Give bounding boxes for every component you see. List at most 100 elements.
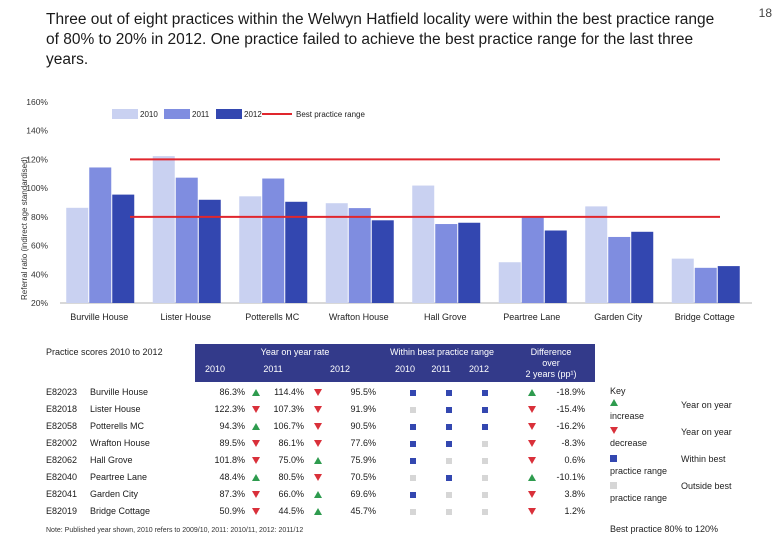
down-arrow-icon [252, 440, 260, 447]
rate-2012: 69.6% [350, 489, 376, 499]
practice-code: E82023 [46, 387, 78, 397]
key-within-label: Within best [681, 454, 726, 464]
y-tick-label: 100% [26, 183, 48, 193]
table-caption: Practice scores 2010 to 2012 [46, 347, 163, 357]
practice-code: E82040 [46, 472, 78, 482]
difference-2yr: -16.2% [556, 421, 585, 431]
outside-range-square-icon [410, 407, 416, 413]
outside-range-square-icon [482, 509, 488, 515]
x-tick-label: Potterells MC [245, 312, 300, 322]
table-row: E82041 Garden City 87.3% 66.0% 69.6% 3.8% [46, 487, 606, 504]
header-within-2012: 2012 [468, 364, 490, 374]
rate-2011: 75.0% [278, 455, 304, 465]
down-arrow-icon [528, 491, 536, 498]
y-tick-label: 160% [26, 97, 48, 107]
outside-range-square-icon [482, 458, 488, 464]
practice-name: Lister House [90, 404, 141, 414]
up-arrow-icon [252, 389, 260, 396]
header-within-2011: 2011 [431, 364, 451, 374]
rate-2010: 101.8% [214, 455, 245, 465]
within-range-square-icon [410, 492, 416, 498]
table-row: E82018 Lister House 122.3% 107.3% 91.9% -15.4… [46, 402, 606, 419]
rate-2012: 45.7% [350, 506, 376, 516]
bar-2012 [544, 230, 567, 303]
rate-2012: 91.9% [350, 404, 376, 414]
within-range-square-icon [446, 475, 452, 481]
outside-range-square-icon [410, 475, 416, 481]
table-row: E82023 Burville House 86.3% 114.4% 95.5% -18.… [46, 385, 606, 402]
down-arrow-icon [252, 491, 260, 498]
referral-ratio-chart: 160% 140% 120% 100% 80% 60% 40% 20% Burville Hou… [26, 97, 752, 322]
bar-2011 [435, 224, 458, 303]
within-range-square-icon [482, 424, 488, 430]
outside-range-square-icon [446, 492, 452, 498]
within-range-square-icon [446, 441, 452, 447]
y-tick-label: 140% [26, 126, 48, 136]
down-arrow-icon [314, 440, 322, 447]
bar-2011 [348, 208, 371, 303]
table-row: E82019 Bridge Cottage 50.9% 44.5% 45.7% 1.2% [46, 504, 606, 521]
rate-2011: 80.5% [278, 472, 304, 482]
up-arrow-icon [314, 491, 322, 498]
bar-2010 [671, 258, 694, 303]
key-outside-label-2: practice range [610, 493, 668, 503]
practice-name: Potterells MC [90, 421, 145, 431]
outside-range-square-icon [482, 441, 488, 447]
y-tick-label: 40% [31, 269, 48, 279]
y-tick-label: 60% [31, 241, 48, 251]
legend-swatch-2012 [216, 109, 242, 119]
bar-2011 [608, 236, 631, 303]
within-range-square-icon [410, 441, 416, 447]
table-row: E82062 Hall Grove 101.8% 75.0% 75.9% 0.6% [46, 453, 606, 470]
legend-label-2012: 2012 [244, 110, 262, 119]
within-range-square-icon [446, 390, 452, 396]
bar-2012 [458, 222, 481, 303]
bar-2010 [66, 207, 89, 303]
x-tick-label: Peartree Lane [503, 312, 560, 322]
x-tick-label: Garden City [594, 312, 643, 322]
key-down-arrow-icon [610, 427, 618, 434]
table-row: E82058 Potterells MC 94.3% 106.7% 90.5% -16.2… [46, 419, 606, 436]
rate-2012: 75.9% [350, 455, 376, 465]
rate-2012: 90.5% [350, 421, 376, 431]
bar-2011 [521, 216, 544, 303]
key-increase-label: increase [610, 411, 645, 421]
down-arrow-icon [314, 406, 322, 413]
header-difference-line2: over [542, 358, 560, 368]
within-range-square-icon [482, 390, 488, 396]
practice-name: Hall Grove [90, 455, 133, 465]
header-within-2010: 2010 [394, 364, 416, 374]
page-number: 18 [758, 6, 772, 20]
legend-swatch-2010 [112, 109, 138, 119]
y-tick-label: 120% [26, 154, 48, 164]
rate-2012: 70.5% [350, 472, 376, 482]
difference-2yr: -15.4% [556, 404, 585, 414]
footnote: Note: Published year shown, 2010 refers … [46, 527, 304, 534]
y-tick-label: 20% [31, 298, 48, 308]
practice-name: Garden City [90, 489, 139, 499]
y-tick-label: 80% [31, 212, 48, 222]
page-title: Three out of eight practices within the … [46, 11, 715, 68]
rate-2010: 50.9% [219, 506, 245, 516]
x-tick-label: Burville House [70, 312, 128, 322]
key-within-square-icon [610, 455, 617, 462]
within-range-square-icon [482, 407, 488, 413]
difference-2yr: 1.2% [564, 506, 585, 516]
bar-2010 [325, 203, 348, 303]
header-within-range: Within best practice range [389, 347, 495, 357]
difference-2yr: -10.1% [556, 472, 585, 482]
down-arrow-icon [252, 508, 260, 515]
practice-code: E82019 [46, 506, 78, 516]
rate-2011: 66.0% [278, 489, 304, 499]
bar-2011 [694, 267, 717, 303]
down-arrow-icon [528, 508, 536, 515]
down-arrow-icon [314, 423, 322, 430]
key-outside-label: Outside best [681, 481, 732, 491]
difference-2yr: -8.3% [561, 438, 585, 448]
rate-2011: 44.5% [278, 506, 304, 516]
practice-code: E82041 [46, 489, 78, 499]
difference-2yr: 3.8% [564, 489, 585, 499]
bar-2010 [498, 262, 521, 303]
bar-2012 [285, 201, 308, 303]
practice-name: Burville House [90, 387, 149, 397]
